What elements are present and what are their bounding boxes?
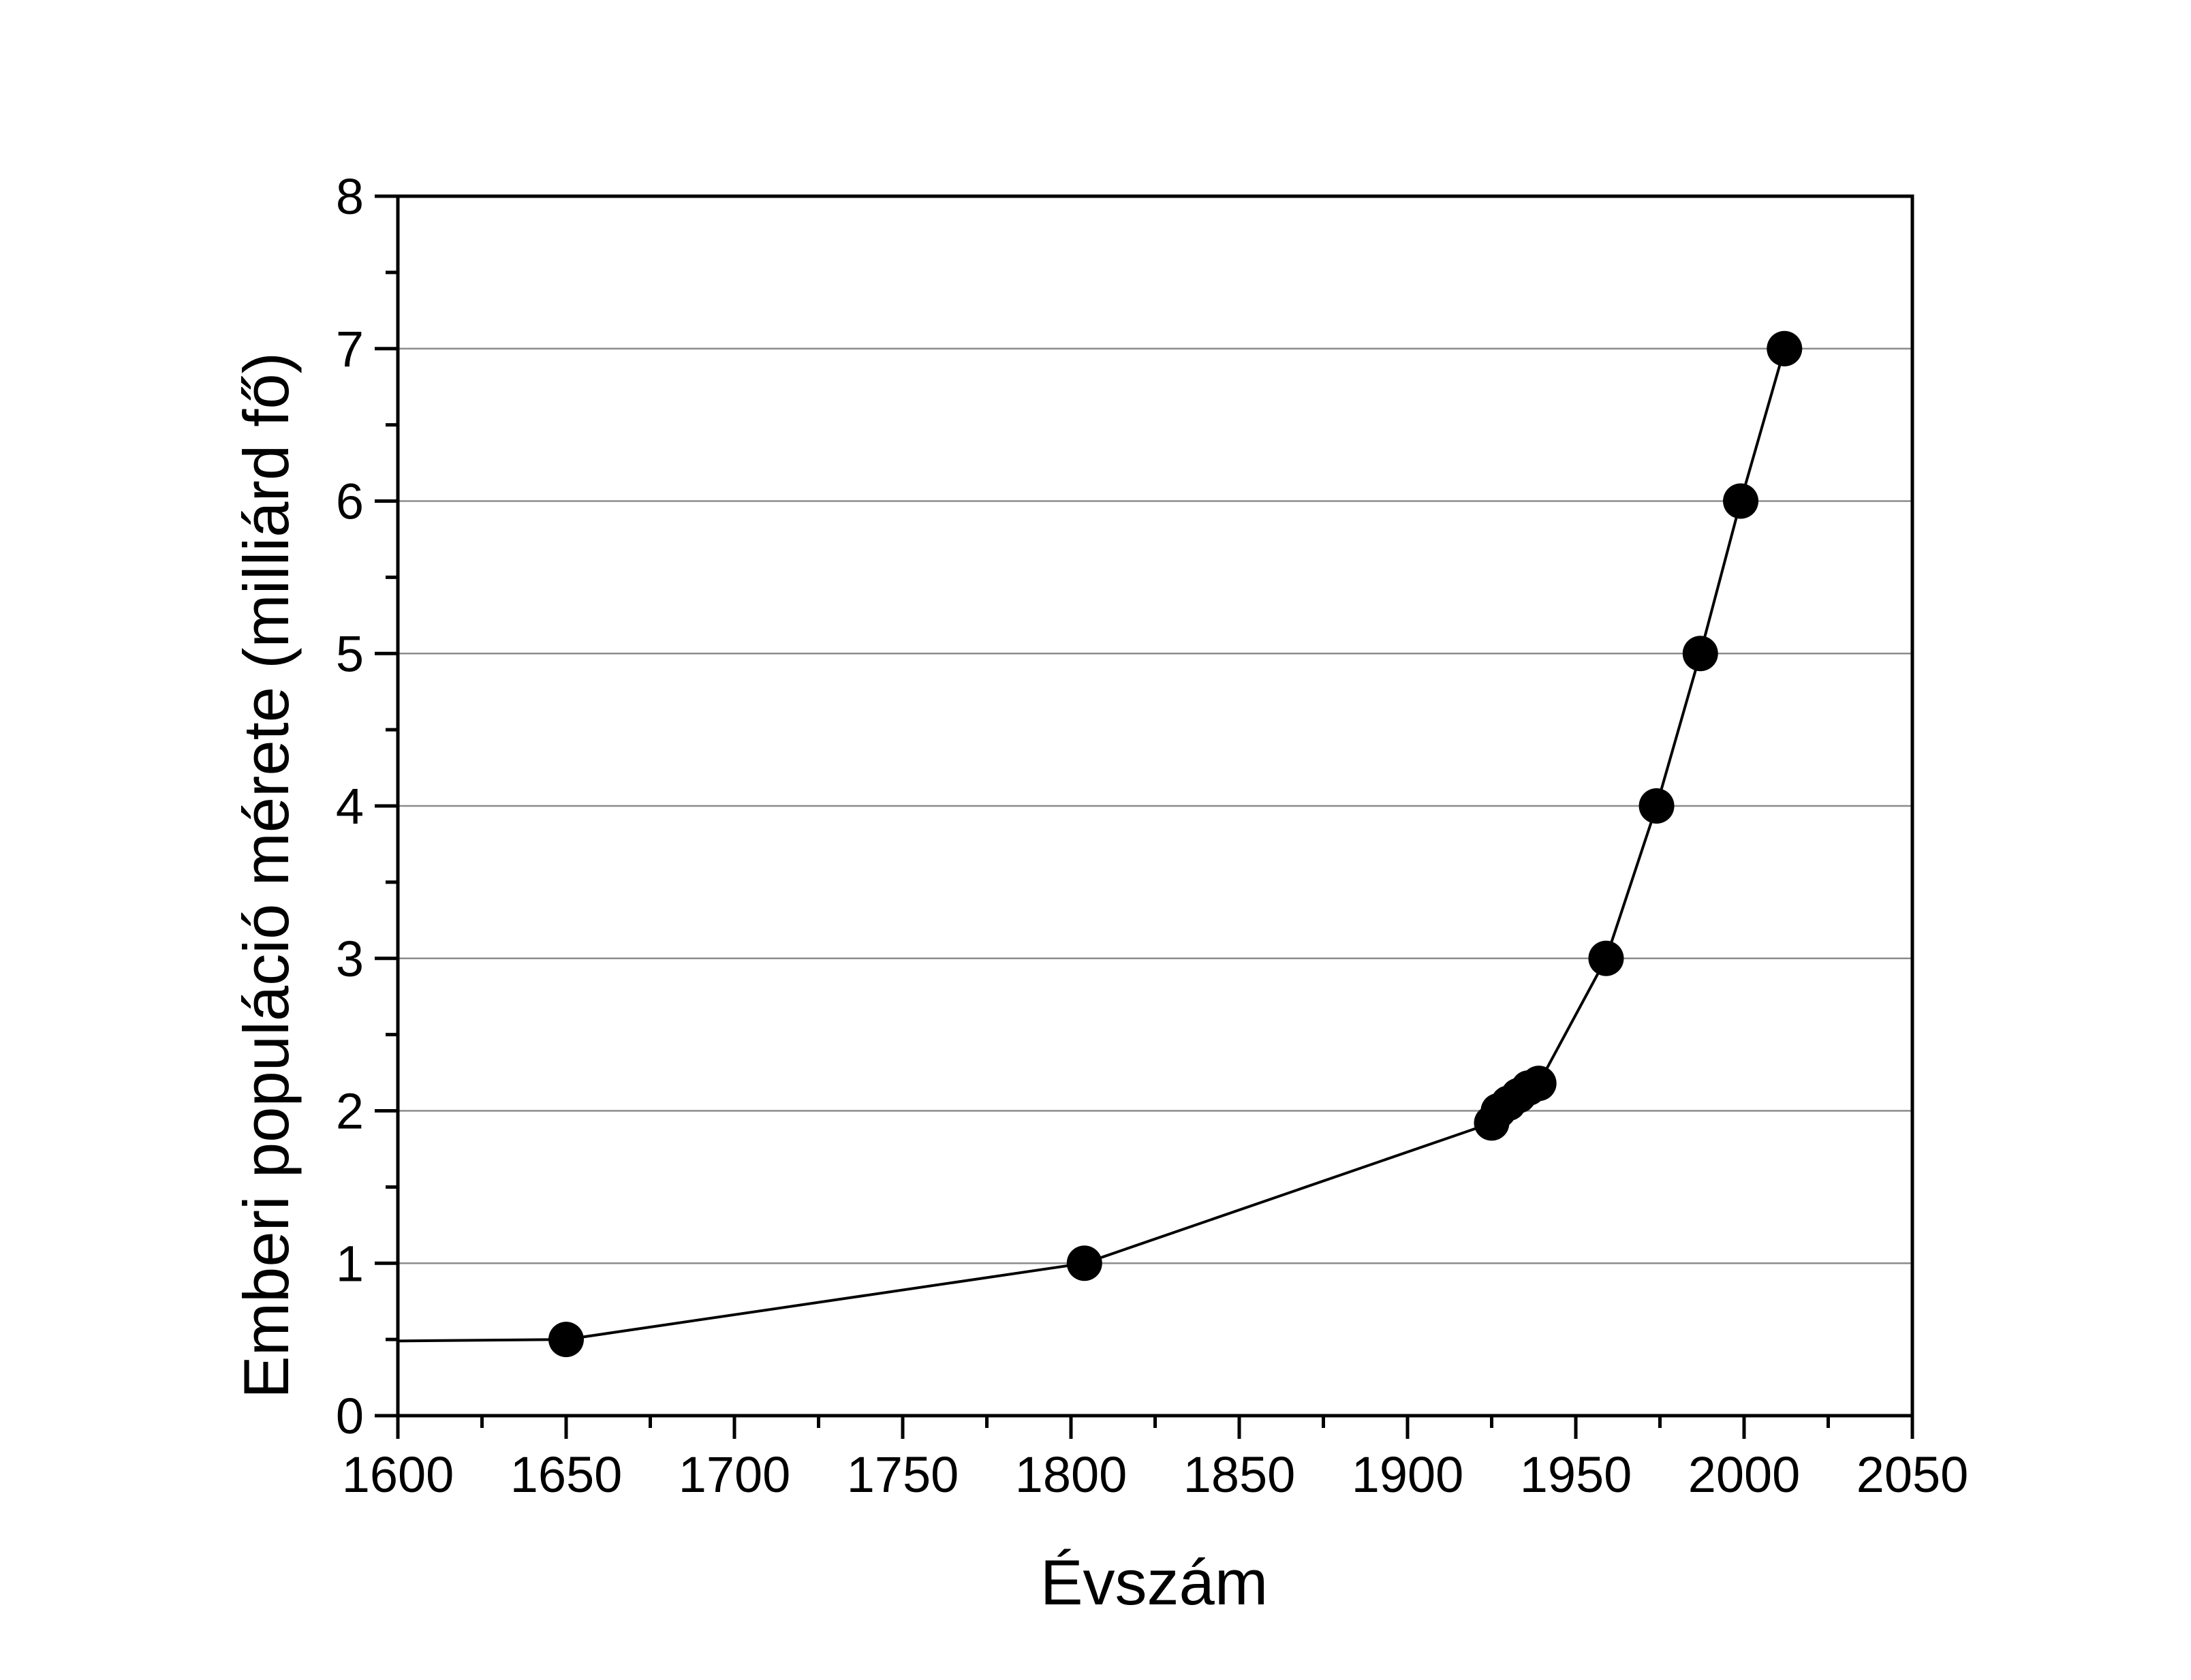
tick-labels: 1600 1650 1700 1750 1800 1850 1900 1950 2000 2050…	[336, 168, 1968, 1503]
data-point	[1682, 636, 1718, 672]
data-point	[1638, 788, 1675, 824]
x-tick-label: 1650	[510, 1446, 623, 1503]
y-tick-label: 8	[336, 168, 364, 225]
x-axis-title: Évszám	[1040, 1546, 1268, 1618]
data-point	[1066, 1245, 1102, 1281]
x-tick-label: 1750	[847, 1446, 959, 1503]
gridlines	[398, 347, 1912, 1264]
x-tick-label: 1700	[679, 1446, 791, 1503]
y-tick-label: 7	[336, 321, 364, 377]
y-tick-label: 1	[336, 1235, 364, 1292]
x-tick-label: 2000	[1688, 1446, 1801, 1503]
data-point	[1723, 483, 1759, 519]
y-tick-label: 6	[336, 473, 364, 530]
x-tick-label: 1850	[1183, 1446, 1296, 1503]
data-point	[1588, 940, 1624, 976]
x-tick-label: 1600	[342, 1446, 454, 1503]
series-line-group	[397, 348, 1786, 1343]
x-tick-label: 1900	[1352, 1446, 1464, 1503]
y-tick-label: 2	[336, 1083, 364, 1140]
data-point	[1521, 1065, 1557, 1102]
x-tick-label: 2050	[1856, 1446, 1969, 1503]
y-tick-label: 4	[336, 778, 364, 835]
y-axis-title: Emberi populáció mérete (milliárd fő)	[230, 352, 302, 1399]
y-tick-label: 0	[336, 1388, 364, 1444]
x-tick-label: 1950	[1520, 1446, 1632, 1503]
axes	[375, 194, 1914, 1439]
series-line	[397, 348, 1786, 1343]
x-tick-label: 1800	[1015, 1446, 1128, 1503]
data-point	[1767, 330, 1803, 367]
y-tick-label: 3	[336, 931, 364, 987]
y-tick-label: 5	[336, 625, 364, 682]
data-points	[548, 330, 1803, 1358]
data-point	[548, 1322, 584, 1358]
